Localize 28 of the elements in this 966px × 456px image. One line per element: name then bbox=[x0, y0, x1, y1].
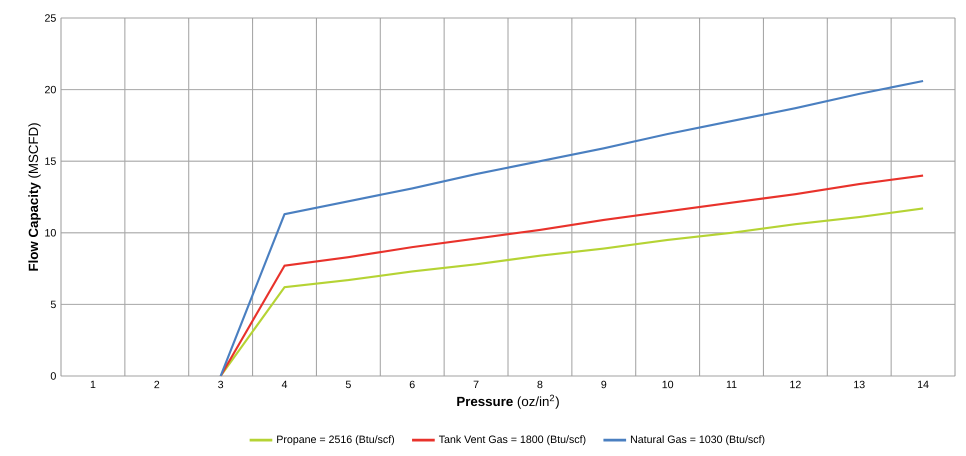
y-tick-label: 5 bbox=[50, 300, 56, 308]
y-tick-label: 20 bbox=[45, 86, 56, 94]
x-tick-label: 8 bbox=[537, 380, 542, 388]
line-series bbox=[220, 207, 924, 378]
legend-label: Natural Gas = 1030 (Btu/scf) bbox=[630, 435, 764, 446]
y-tick-label: 25 bbox=[45, 14, 56, 22]
x-tick-label: 4 bbox=[282, 380, 288, 388]
legend-label: Propane = 2516 (Btu/scf) bbox=[277, 435, 394, 446]
x-tick-label: 6 bbox=[410, 380, 415, 388]
y-tick-label: 15 bbox=[45, 157, 56, 165]
line-series bbox=[220, 174, 924, 378]
x-tick-label: 5 bbox=[346, 380, 351, 388]
x-tick-label: 13 bbox=[854, 380, 865, 388]
y-tick-label: 0 bbox=[50, 372, 56, 380]
x-tick-label: 3 bbox=[218, 380, 224, 388]
x-tick-label: 7 bbox=[474, 380, 478, 388]
x-tick-label: 14 bbox=[918, 380, 929, 388]
x-axis-title: Pressure (oz/in$^{2}$) bbox=[457, 394, 559, 409]
x-tick-label: 9 bbox=[601, 380, 606, 388]
y-axis-title: Flow Capacity (MSCFD) bbox=[28, 123, 41, 271]
x-tick-label: 12 bbox=[790, 380, 801, 388]
line-series bbox=[220, 80, 924, 378]
legend-label: Tank Vent Gas = 1800 (Btu/scf) bbox=[438, 435, 586, 446]
y-tick-label: 10 bbox=[45, 229, 56, 237]
x-tick-label: 1 bbox=[90, 380, 96, 388]
x-tick-label: 2 bbox=[154, 380, 160, 388]
x-tick-label: 10 bbox=[662, 380, 674, 388]
x-tick-label: 11 bbox=[726, 380, 737, 388]
